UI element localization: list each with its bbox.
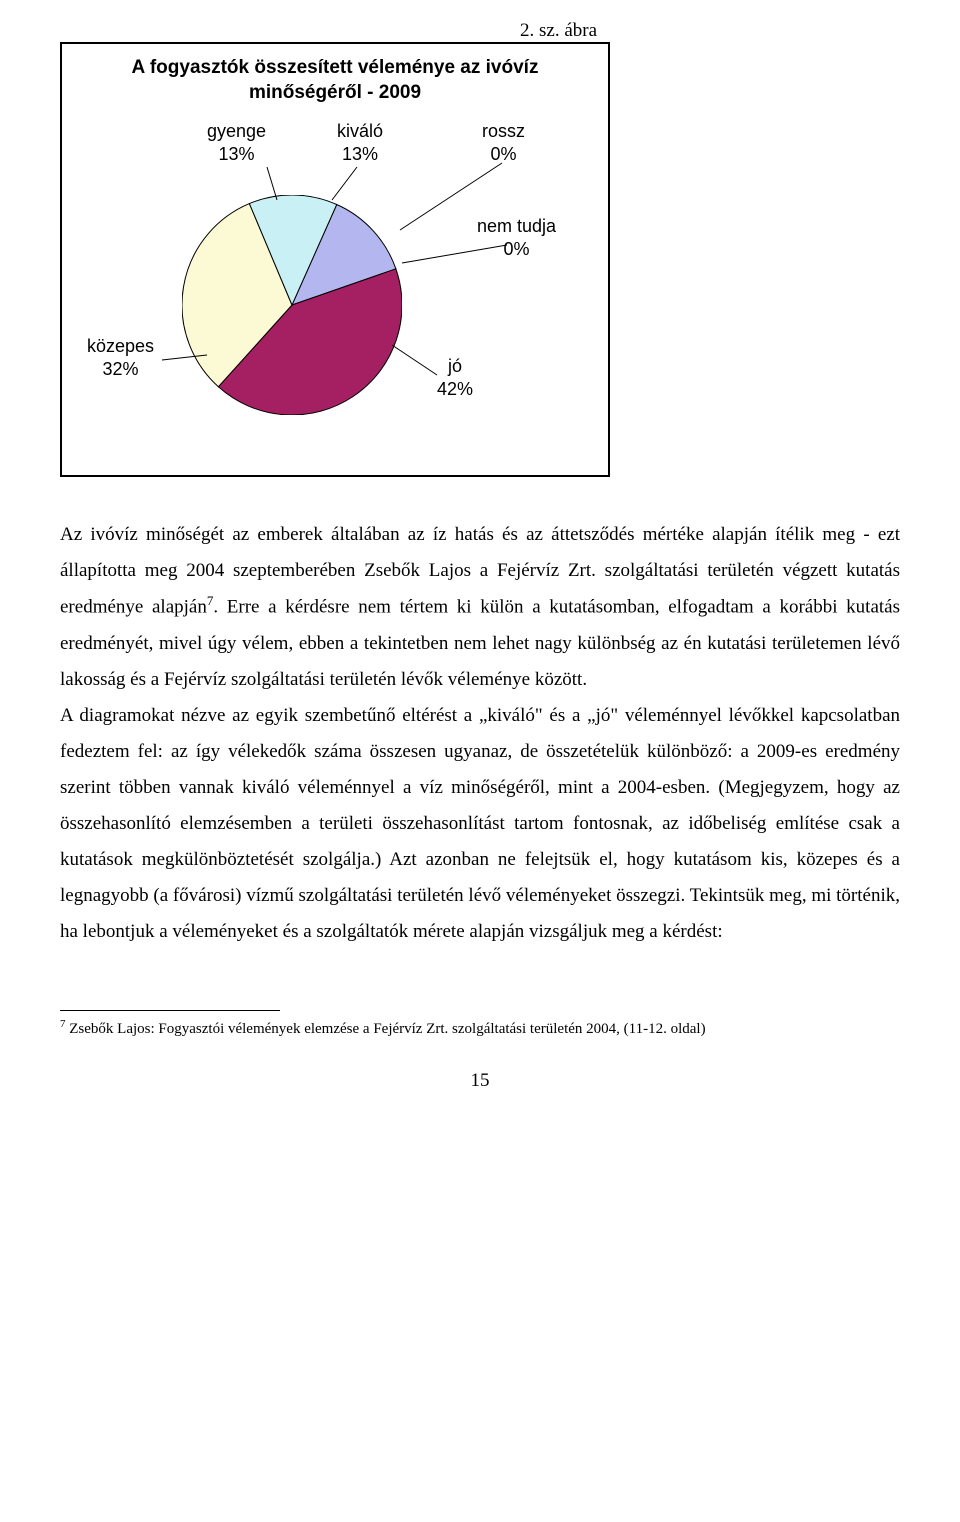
footnote: 7 Zsebők Lajos: Fogyasztói vélemények el… xyxy=(60,1017,900,1040)
chart-area: jó 42%közepes 32%gyenge 13%kiváló 13%ros… xyxy=(62,105,608,465)
body-text: Az ivóvíz minőségét az emberek általában… xyxy=(60,517,900,950)
page-number: 15 xyxy=(60,1070,900,1092)
footnote-text: Zsebők Lajos: Fogyasztói vélemények elem… xyxy=(66,1021,706,1037)
footnote-separator xyxy=(60,1010,280,1011)
paragraph-2: A diagramokat nézve az egyik szembetűnő … xyxy=(60,698,900,951)
pie-chart-box: A fogyasztók összesített véleménye az iv… xyxy=(60,42,610,477)
page-container: 2. sz. ábra A fogyasztók összesített vél… xyxy=(0,0,960,1132)
paragraph-1: Az ivóvíz minőségét az emberek általában… xyxy=(60,517,900,698)
leader-lines xyxy=(62,105,612,465)
figure-label: 2. sz. ábra xyxy=(520,20,900,42)
chart-title: A fogyasztók összesített véleménye az iv… xyxy=(62,44,608,105)
